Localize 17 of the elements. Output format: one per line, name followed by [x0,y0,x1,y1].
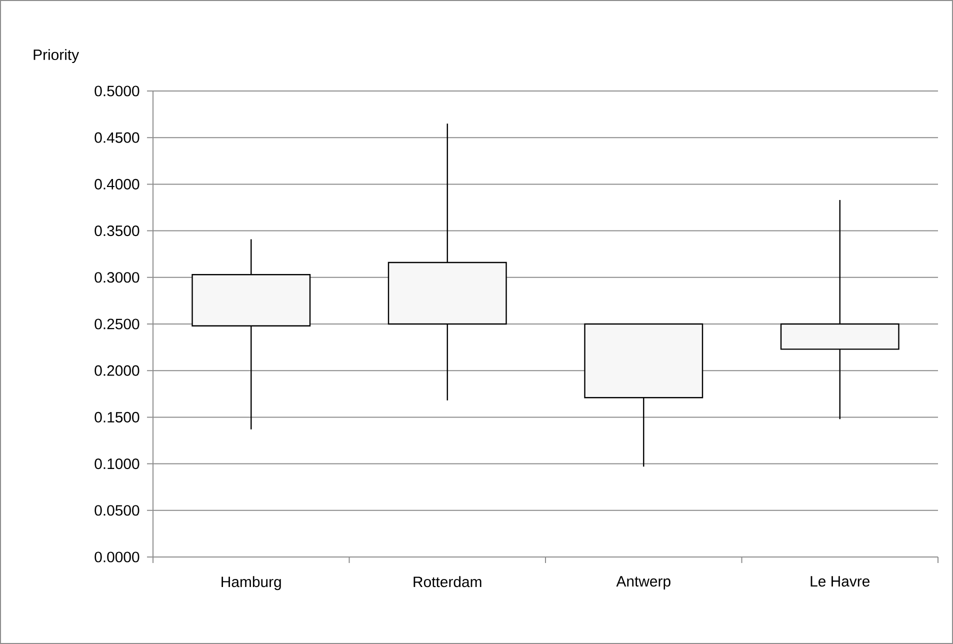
y-tick-label: 0.0000 [94,552,140,562]
y-axis-title: Priority [34,49,80,64]
x-tick-label: Antwerp [616,576,670,590]
y-tick-label: 0.4500 [94,132,140,143]
y-tick-label: 0.2000 [94,365,140,376]
y-tick-label: 0.1000 [94,458,140,470]
y-tick-label: 0.4000 [94,178,140,190]
y-tick-label: 0.3000 [94,272,140,283]
x-tick-label: Rotterdam [414,576,482,588]
y-tick-label: 0.0500 [94,505,140,516]
y-tick-label: 0.2500 [94,318,140,330]
x-tick-label: Le Havre [810,576,870,587]
y-tick-label: 0.3500 [94,226,140,236]
candlestick [780,199,900,420]
y-tick-label: 0.5000 [94,86,140,96]
x-tick-label: Hamburg [222,576,281,590]
y-tick-label: 0.1500 [94,412,140,422]
